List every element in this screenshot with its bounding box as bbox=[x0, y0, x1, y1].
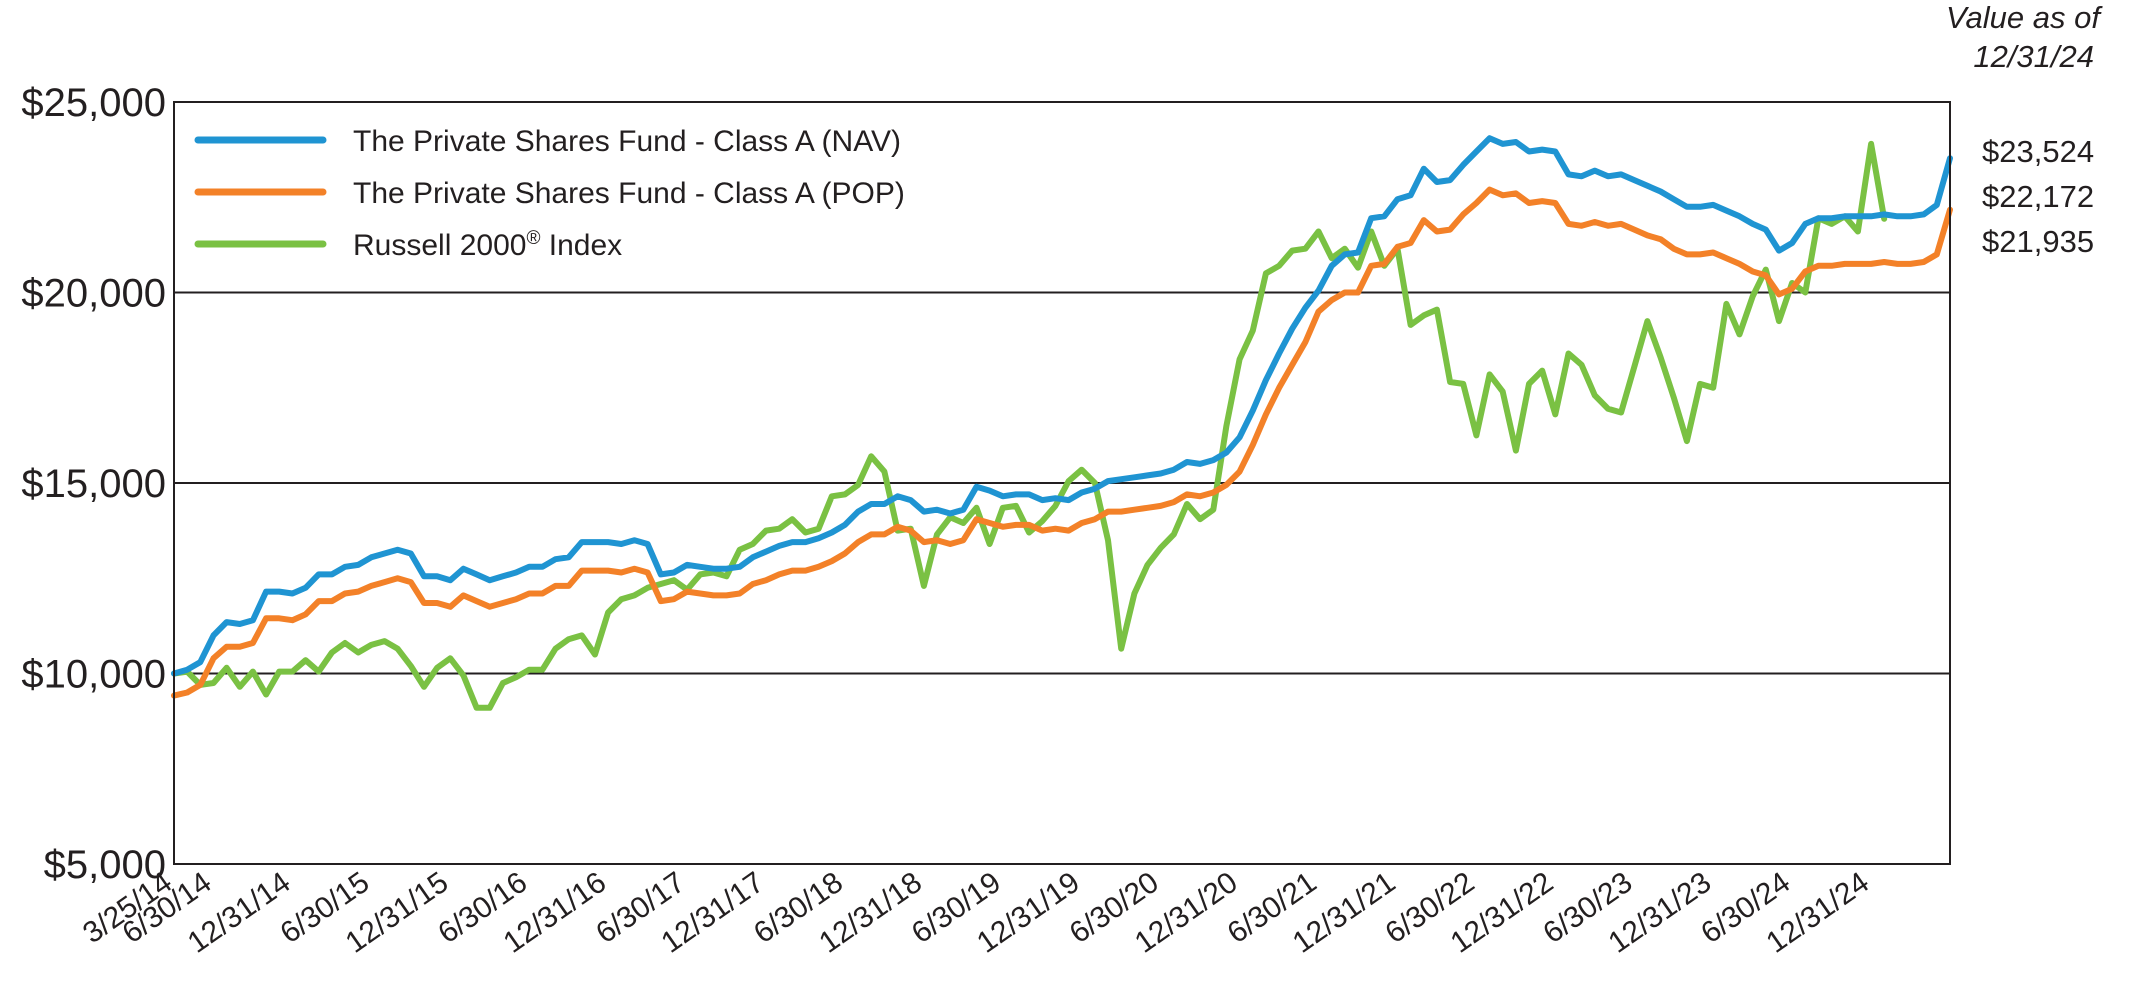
y-tick-label: $20,000 bbox=[21, 272, 166, 316]
series-line-pop bbox=[171, 186, 1953, 699]
gridlines bbox=[174, 101, 1950, 865]
header-note: Value as of 12/31/24 bbox=[1946, 0, 2103, 74]
y-tick-label: $5,000 bbox=[44, 843, 166, 887]
y-tick-label: $15,000 bbox=[21, 462, 166, 506]
x-axis-ticks: 3/25/146/30/1412/31/146/30/1512/31/156/3… bbox=[77, 866, 1875, 960]
legend-label: The Private Shares Fund - Class A (POP) bbox=[353, 177, 905, 210]
end-value-labels: $23,524 $22,172 $21,935 bbox=[1982, 134, 2094, 259]
end-label-pop: $22,172 bbox=[1982, 179, 2094, 214]
end-label-nav: $23,524 bbox=[1982, 134, 2094, 169]
legend-label: The Private Shares Fund - Class A (NAV) bbox=[353, 125, 901, 158]
legend-label: Russell 2000® Index bbox=[353, 228, 622, 262]
legend: The Private Shares Fund - Class A (NAV) T… bbox=[194, 125, 905, 262]
end-label-russell-2000: $21,935 bbox=[1982, 224, 2094, 259]
legend-item-russell-2000: Russell 2000® Index bbox=[194, 228, 622, 262]
series-lines bbox=[171, 135, 1953, 711]
series-line-russell-2000 bbox=[171, 140, 1888, 711]
y-tick-label: $10,000 bbox=[21, 653, 166, 697]
legend-label-superscript: ® bbox=[526, 228, 540, 249]
y-axis-ticks: $5,000 $10,000 $15,000 $20,000 $25,000 bbox=[21, 81, 166, 887]
series-line-nav bbox=[171, 135, 1953, 677]
legend-item-nav: The Private Shares Fund - Class A (NAV) bbox=[194, 125, 901, 158]
legend-label-suffix: Index bbox=[540, 229, 622, 262]
header-note-line-1: Value as of bbox=[1946, 0, 2103, 35]
legend-item-pop: The Private Shares Fund - Class A (POP) bbox=[194, 177, 905, 210]
header-note-line-2: 12/31/24 bbox=[1973, 39, 2094, 74]
y-tick-label: $25,000 bbox=[21, 81, 166, 125]
plot-frame bbox=[173, 101, 1951, 865]
